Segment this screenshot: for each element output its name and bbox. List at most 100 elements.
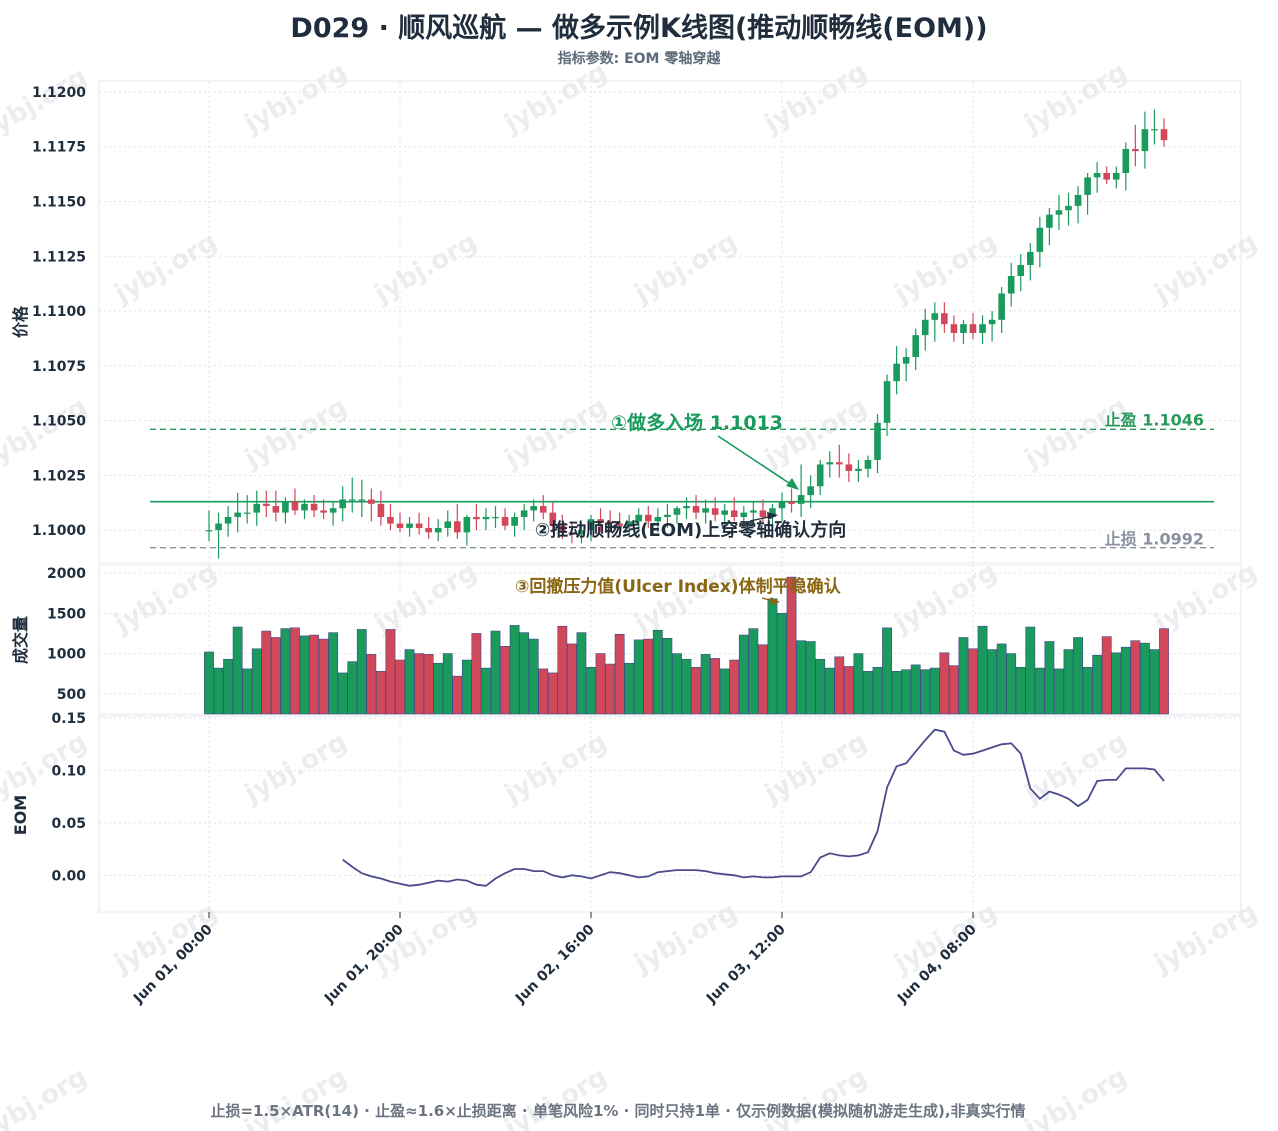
candle-body [941,313,948,325]
watermark-text: jybj.org [499,727,612,810]
eom-tick-label: 0.10 [51,764,86,780]
candle-body [788,501,795,504]
candle-body [559,525,566,533]
volume-panel [204,576,1169,715]
volume-bar [633,639,644,715]
volume-bar [843,666,854,715]
volume-bar [1063,649,1074,715]
candle-body [606,521,614,524]
candle-body [1132,148,1139,152]
candle-body [845,464,853,471]
candle-body [807,486,814,496]
candle-body [883,381,891,423]
volume-bar [328,632,339,715]
candle-body [205,530,213,532]
volume-bar [1159,628,1169,715]
volume-bar [1006,653,1017,715]
volume-bar [710,658,721,715]
volume-bar [528,638,539,715]
volume-bar [815,658,826,715]
chart-title: D029 · 顺风巡航 — 做多示例K线图(推动顺畅线(EOM)) [290,13,988,44]
candle-body [568,532,576,535]
volume-bar [442,653,453,715]
watermark-text: jybj.org [629,557,742,640]
volume-bar [1082,666,1093,715]
candle-body [301,503,308,511]
candle-body [692,506,700,513]
take-profit-label: 止盈 1.1046 [1105,410,1204,429]
volume-axis-label: 成交量 [11,616,30,664]
candle-body [215,523,222,531]
volume-bar [223,658,233,715]
candle-body [816,464,824,487]
candle-body [1027,251,1034,266]
volume-bar [538,668,549,715]
volume-tick-label: 500 [57,687,86,703]
footer-note: 止损=1.5×ATR(14) · 止盈≈1.6×止损距离 · 单笔风险1% · … [210,1102,1026,1120]
volume-bar [691,666,701,715]
volume-bar [1140,642,1150,715]
candle-body [1151,129,1158,131]
candle-body [979,324,986,333]
volume-bar [700,654,711,715]
candle-body [549,512,557,526]
candle-body [673,508,681,515]
watermark-text: jybj.org [0,392,92,475]
annotation-layer: 止盈 1.1046 止损 1.0992 ①做多入场 1.1013 ②推动顺畅线(EOM… [515,410,1204,605]
candle-body [444,521,452,528]
eom-tick-label: 0.00 [51,868,86,884]
eom-tick-label: 0.05 [51,816,86,832]
candle-body [348,499,356,501]
candle-body [797,495,805,504]
candle-body [1103,173,1110,180]
volume-bar [681,658,692,715]
candle-body [1112,173,1120,180]
entry-arrow-head [786,478,799,490]
candle-body [721,510,728,515]
candle-body [578,530,585,535]
candle-body [597,519,604,522]
candle-body [253,503,261,513]
candle-body [387,516,394,524]
volume-bar [500,646,510,715]
candle-body [282,501,289,513]
candle-body [902,357,910,364]
volume-bar [1101,636,1112,715]
candle-body [501,516,509,526]
volume-bar [337,672,348,715]
volume-bar [891,671,902,715]
volume-bar [213,667,224,715]
candle-body [406,523,413,528]
candle-body [473,516,480,520]
candle-body [492,516,499,519]
volume-bar [280,628,291,715]
volume-bar [395,659,405,715]
candle-body [921,319,929,336]
price-tick-label: 1.1000 [32,523,86,539]
candle-body [463,516,471,533]
candle-body [539,506,547,513]
watermark-text: jybj.org [239,57,352,140]
volume-bar [834,656,845,715]
ulcer-arrow-head [770,597,780,605]
candle-body [425,527,432,533]
watermark-text: jybj.org [0,62,92,145]
axes-layer: 1.1000 1.1025 1.1050 1.1075 1.1100 1.1125 1.11… [11,85,980,1007]
candle-body [683,506,690,509]
volume-bar [624,662,635,715]
volume-bar [270,637,281,715]
candle-body [645,514,652,522]
candle-body [654,516,662,522]
watermark-text: jybj.org [369,227,482,310]
watermark-text: jybj.org [1019,392,1132,475]
price-axis-label: 价格 [11,305,30,338]
volume-bar [404,649,415,715]
candle-body [893,363,900,382]
entry-arrow-line [717,435,796,488]
volume-bar [204,651,214,715]
candle-body [415,523,423,528]
volume-bar [1015,666,1026,715]
candle-body [616,523,623,526]
volume-bar [853,653,864,715]
watermark-text: jybj.org [499,392,612,475]
